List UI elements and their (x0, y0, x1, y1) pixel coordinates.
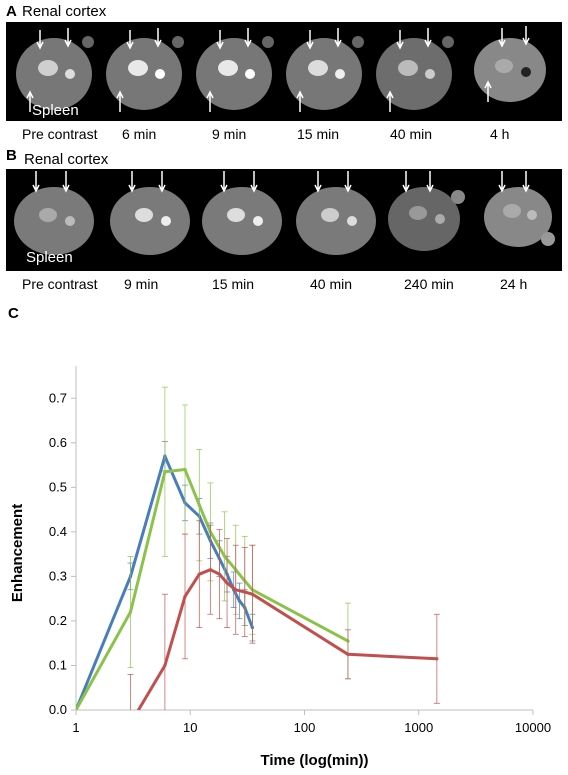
data-point (163, 663, 167, 668)
mri-scan (380, 169, 472, 271)
data-point (225, 581, 229, 585)
x-tick-label: 10 (183, 720, 197, 735)
panel-b-letter: B (6, 147, 17, 164)
data-point (76, 708, 78, 710)
spleen-label: Spleen (32, 102, 79, 119)
y-tick-label: 0.4 (49, 524, 67, 539)
timepoint-label: 15 min (297, 126, 340, 142)
x-tick-label: 1000 (404, 720, 433, 735)
mri-scan (190, 22, 278, 121)
x-axis-title: Time (log(min)) (260, 752, 368, 769)
panel-a-letter: A (6, 3, 17, 20)
enhancement-chart: 0.0 0.1 0.2 0.3 0.4 0.5 0.6 0.7 1 10 100 1000 10000 T… (9, 366, 551, 769)
panel-b-title: Renal cortex (24, 151, 109, 168)
mri-scan (196, 169, 288, 271)
data-point (129, 722, 132, 725)
data-point (183, 594, 187, 599)
mri-scan (8, 169, 100, 271)
x-tick-label: 10000 (515, 720, 551, 735)
timepoint-label: Pre contrast (22, 126, 98, 142)
data-point (208, 568, 212, 572)
y-axis-title: Enhancement (9, 504, 26, 602)
spleen-label: Spleen (26, 249, 73, 266)
data-point (197, 572, 201, 576)
timepoint-label: 15 min (212, 276, 255, 292)
data-point (237, 599, 242, 603)
x-tick-label: 1 (72, 720, 79, 735)
y-tick-label: 0.6 (49, 435, 67, 450)
data-point (197, 503, 201, 507)
panel-a-image-strip: Spleen (6, 22, 562, 121)
y-tick-label: 0.7 (49, 390, 67, 405)
timepoint-label: Pre contrast (22, 276, 98, 292)
series-group (127, 520, 440, 725)
data-point (163, 470, 167, 474)
data-point (217, 572, 222, 576)
mri-scan (370, 22, 458, 121)
data-point (128, 610, 133, 614)
data-point (234, 588, 238, 592)
timepoint-label: 24 h (500, 276, 528, 292)
timepoint-label: 9 min (124, 276, 159, 292)
panel-a-timepoints: Pre contrast 6 min 9 min 15 min 40 min 4… (0, 126, 568, 146)
data-point (346, 652, 350, 656)
series-line (76, 468, 349, 710)
mri-scan (100, 22, 188, 121)
y-tick-label: 0.2 (49, 613, 67, 628)
mri-scan (10, 22, 98, 121)
panel-a-title: Renal cortex (22, 3, 107, 20)
y-tick-label: 0.0 (49, 702, 67, 717)
mri-scan (290, 169, 382, 271)
x-tick-label: 100 (294, 720, 316, 735)
panel-b-image-strip: Spleen (6, 169, 562, 271)
timepoint-label: 240 min (404, 276, 454, 292)
data-point (250, 592, 255, 596)
timepoint-label: 40 min (390, 126, 433, 142)
timepoint-label: 9 min (212, 126, 247, 142)
series-group (76, 386, 351, 710)
series-line (136, 568, 437, 710)
mri-scan (280, 22, 368, 121)
data-point (183, 467, 187, 472)
data-point (243, 590, 247, 594)
y-tick-label: 0.3 (49, 568, 67, 583)
mri-scan (104, 169, 196, 271)
timepoint-label: 4 h (490, 126, 510, 142)
y-tick-label: 0.5 (49, 479, 67, 494)
y-tick-label: 0.1 (49, 657, 67, 672)
panel-b-timepoints: Pre contrast 9 min 15 min 40 min 240 min… (0, 276, 568, 296)
mri-scan (474, 169, 562, 271)
timepoint-label: 6 min (122, 126, 157, 142)
panel-c-letter: C (8, 305, 19, 322)
timepoint-label: 40 min (310, 276, 353, 292)
data-point (223, 554, 227, 558)
mri-scan (460, 22, 558, 121)
data-point (435, 657, 439, 661)
